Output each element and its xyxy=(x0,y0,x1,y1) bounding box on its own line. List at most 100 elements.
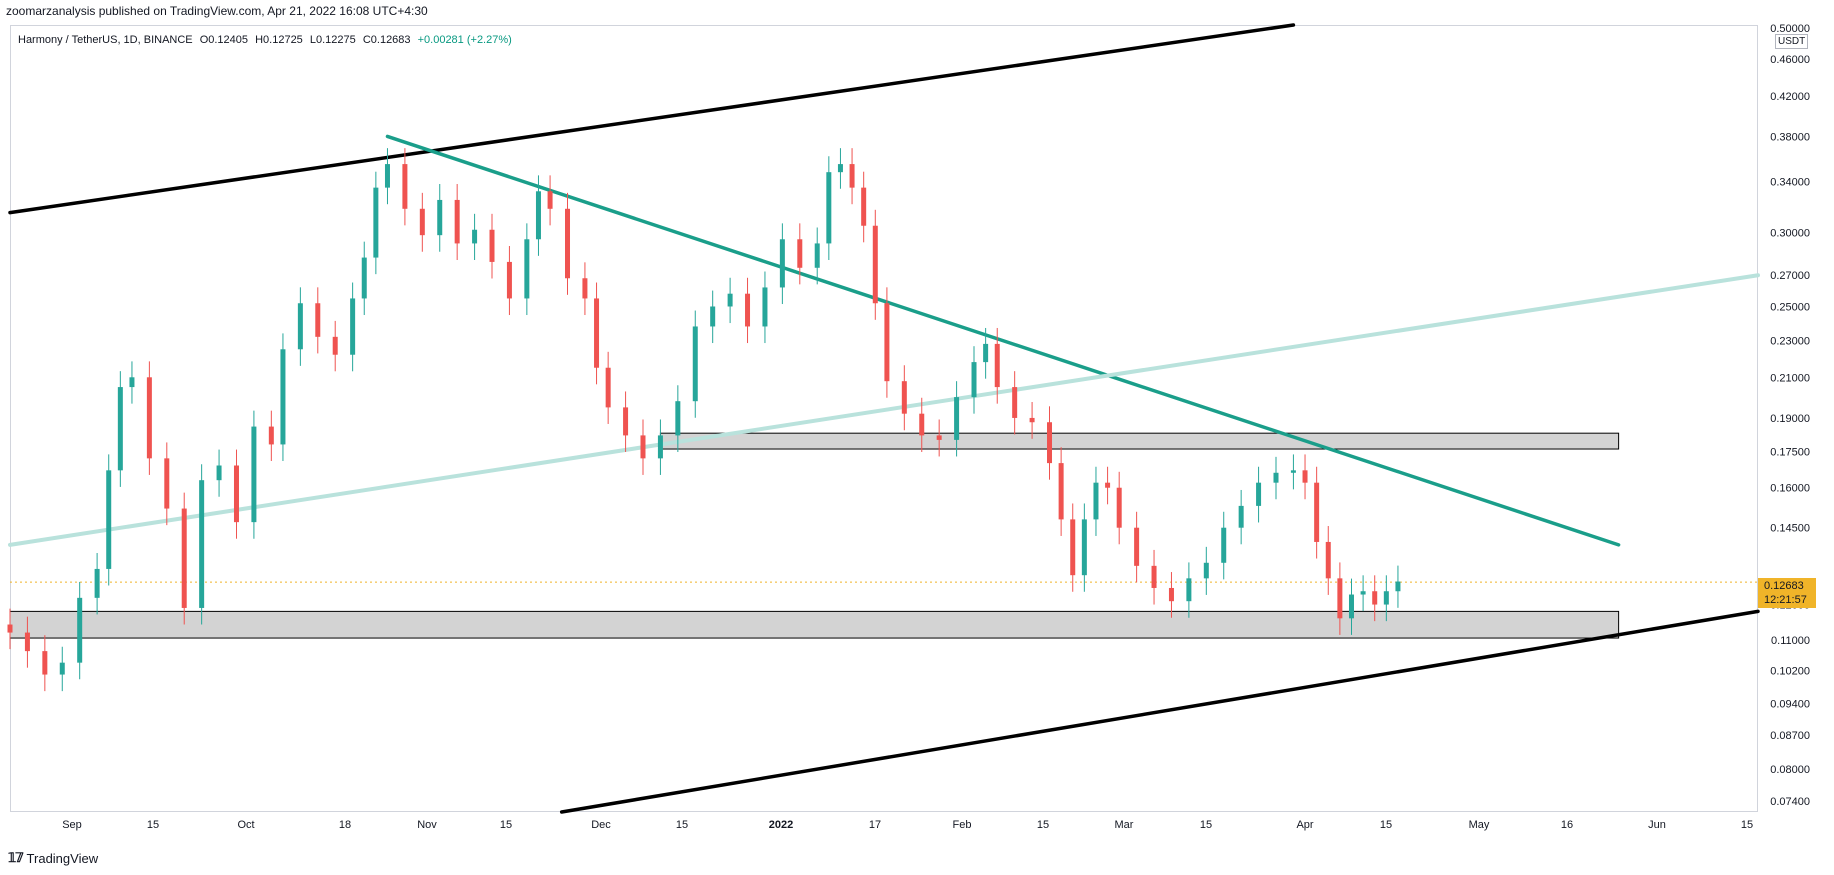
candle xyxy=(919,397,925,452)
candle-body xyxy=(384,164,390,188)
candle-body xyxy=(94,568,100,598)
candle xyxy=(1273,456,1279,500)
candle-body xyxy=(994,343,1000,388)
candle-body xyxy=(849,164,855,188)
price-label-top: 0.50000 xyxy=(1770,23,1810,35)
candle xyxy=(251,410,257,539)
candle xyxy=(861,171,867,243)
candle xyxy=(762,271,768,344)
candle-body xyxy=(251,426,257,523)
candle xyxy=(454,184,460,261)
candle-body xyxy=(954,397,960,440)
price-label: 0.07400 xyxy=(1770,796,1810,808)
candle-body xyxy=(623,407,629,436)
candle-body xyxy=(361,257,367,299)
time-label: 15 xyxy=(676,819,688,831)
candle-body xyxy=(216,465,222,481)
candle xyxy=(524,223,530,316)
candle-body xyxy=(164,458,170,509)
chart-frame[interactable] xyxy=(10,25,1758,812)
candle xyxy=(1151,549,1157,605)
candle-body xyxy=(506,261,512,299)
candle xyxy=(675,385,681,452)
legend-symbol: Harmony / TetherUS, 1D, BINANCE xyxy=(18,34,193,46)
candle-body xyxy=(535,191,541,240)
time-label: Jun xyxy=(1648,819,1666,831)
time-label: Sep xyxy=(62,819,82,831)
candle xyxy=(164,442,170,526)
legend-high: H0.12725 xyxy=(255,34,303,46)
candle xyxy=(1221,511,1227,580)
candle-body xyxy=(524,239,530,299)
candle-body xyxy=(1302,470,1308,483)
candle xyxy=(181,492,187,625)
candle-body xyxy=(24,632,30,652)
candle xyxy=(77,581,83,680)
candle xyxy=(42,635,48,692)
candle xyxy=(297,287,303,366)
candle xyxy=(814,227,820,285)
candle xyxy=(1203,546,1209,595)
candle-body xyxy=(1383,591,1389,605)
candle-body xyxy=(1134,527,1140,566)
time-label: Oct xyxy=(237,819,254,831)
price-label: 0.10200 xyxy=(1770,666,1810,678)
candle xyxy=(1238,489,1244,545)
price-label: 0.14500 xyxy=(1770,523,1810,535)
candle-body xyxy=(42,651,48,675)
candle-body xyxy=(779,239,785,288)
candle-body xyxy=(1081,519,1087,576)
channel-top-line xyxy=(8,23,1296,215)
time-label: Apr xyxy=(1296,819,1313,831)
time-label: 15 xyxy=(1380,819,1392,831)
candle xyxy=(582,262,588,316)
candle-body xyxy=(1372,591,1378,605)
time-label: 16 xyxy=(1561,819,1573,831)
candle xyxy=(146,361,152,475)
candle-body xyxy=(872,225,878,304)
price-unit-label[interactable]: USDT xyxy=(1775,34,1809,49)
candle xyxy=(1325,526,1331,595)
candle xyxy=(1337,562,1343,635)
candle xyxy=(384,148,390,205)
tradingview-logo-icon: 𝟙𝟟 xyxy=(8,850,24,865)
candle xyxy=(1093,466,1099,536)
candle xyxy=(1395,565,1401,608)
candle xyxy=(971,346,977,414)
footer-brand[interactable]: 𝟙𝟟 TradingView xyxy=(8,850,98,866)
time-label: 15 xyxy=(147,819,159,831)
candle-body xyxy=(280,349,286,445)
candle-body xyxy=(936,435,942,440)
candle xyxy=(901,365,907,431)
price-label: 0.16000 xyxy=(1770,483,1810,495)
candle-body xyxy=(1314,482,1320,542)
price-label: 0.19000 xyxy=(1770,413,1810,425)
downtrend-line xyxy=(385,134,1621,547)
candle xyxy=(1290,454,1296,490)
candle xyxy=(402,148,408,226)
candle-body xyxy=(640,435,646,459)
annotation-lines-layer xyxy=(8,23,1760,814)
candle xyxy=(1012,371,1018,435)
candle xyxy=(710,290,716,344)
candle xyxy=(884,287,890,398)
candle xyxy=(437,184,443,252)
candle xyxy=(605,351,611,424)
candle-body xyxy=(297,303,303,350)
candle-body xyxy=(1151,565,1157,588)
time-label: Mar xyxy=(1115,819,1134,831)
candle-body xyxy=(472,229,478,244)
price-axis: 0.46000 0.42000 0.38000 0.34000 0.30000 0.270… xyxy=(1770,23,1810,808)
candle-body xyxy=(489,229,495,262)
candle-body xyxy=(1256,482,1262,506)
candle-body xyxy=(1012,387,1018,418)
symbol-legend: Harmony / TetherUS, 1D, BINANCE O0.12405… xyxy=(18,34,516,46)
candle xyxy=(1302,454,1308,500)
candle xyxy=(1058,447,1064,536)
candle xyxy=(472,213,478,261)
time-label: 18 xyxy=(339,819,351,831)
last-price-value: 0.12683 xyxy=(1764,580,1804,592)
candle xyxy=(24,616,30,668)
price-label: 0.17500 xyxy=(1770,446,1810,458)
